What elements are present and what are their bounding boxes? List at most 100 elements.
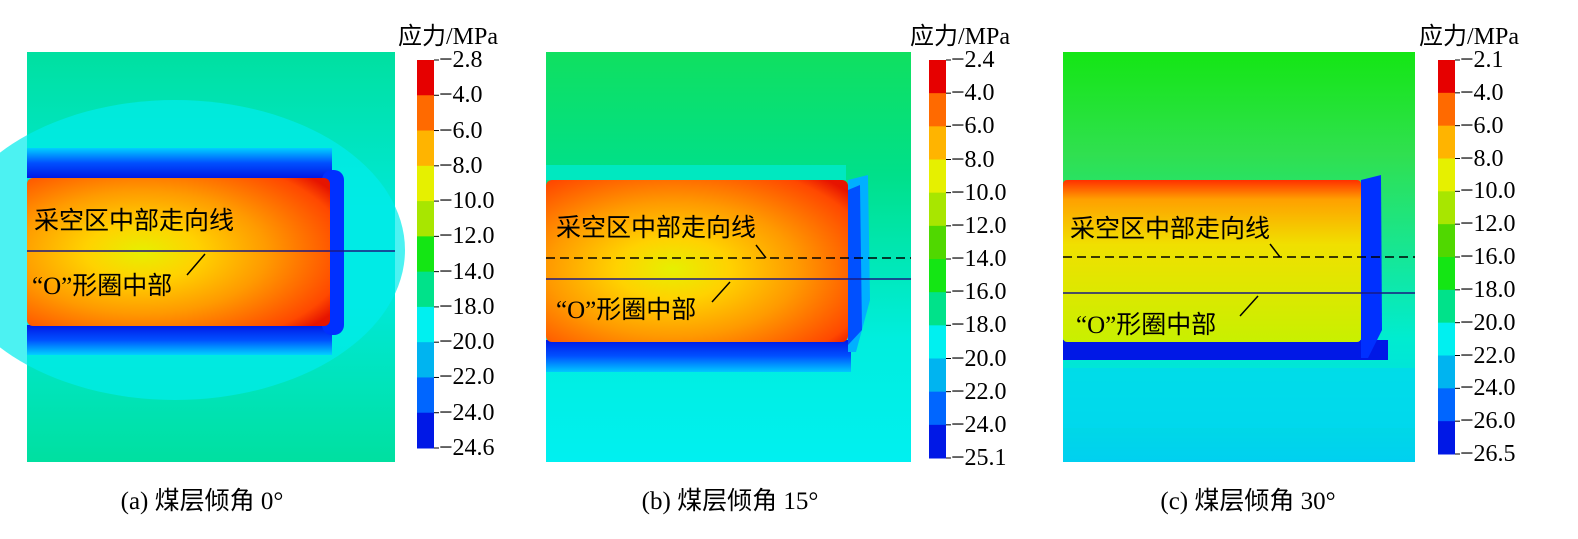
scale-swatch [1438, 92, 1455, 127]
scale-swatch [929, 126, 946, 160]
scale-tick-label: −12.0 [1460, 211, 1516, 238]
goaf-high-stress-zone [546, 180, 848, 342]
scale-tick-label: −6.0 [1460, 112, 1504, 139]
scale-tick-label: −8.0 [439, 152, 483, 179]
strike-line-label: 采空区中部走向线 [556, 215, 757, 242]
scale-swatch [929, 93, 946, 127]
scale-tick-label: −12.0 [951, 212, 1007, 239]
o-ring-label: “O”形圈中部 [1076, 312, 1217, 339]
scale-swatch [929, 292, 946, 326]
scale-tick-label: −20.0 [951, 345, 1007, 372]
scale-swatch [1438, 289, 1455, 324]
scale-tick-label: −4.0 [1460, 79, 1504, 106]
stress-unit-label: 应力/MPa [1419, 24, 1520, 50]
scale-swatch [417, 412, 434, 449]
scale-tick-label: −24.0 [951, 411, 1007, 438]
scale-swatch [929, 358, 946, 393]
scale-tick-label: −18.0 [951, 312, 1007, 339]
scale-swatch [929, 225, 946, 260]
scale-swatch [1438, 322, 1455, 356]
stress-contour-plot-a [0, 52, 439, 462]
scale-swatch [929, 192, 946, 227]
lower-low-stress-band [546, 340, 851, 372]
scale-tick-label: −6.0 [439, 117, 483, 144]
scale-tick-label: −20.0 [1460, 309, 1516, 336]
stress-contour-plot-c [1063, 52, 1460, 462]
scale-tick-label: −8.0 [951, 146, 995, 173]
scale-swatch [417, 377, 434, 414]
o-ring-leader-line [1239, 295, 1259, 317]
o-ring-label: “O”形圈中部 [32, 273, 173, 300]
strike-leader-line [755, 244, 767, 259]
scale-swatch [1438, 125, 1455, 159]
scale-swatch [417, 236, 434, 273]
scale-tick-label: −18.0 [439, 293, 495, 320]
panel-a: 应力/MPa 采空区中部走向线 “O”形圈中部 (a) 煤层倾角 0° −2.8… [0, 0, 526, 539]
scale-swatch [417, 201, 434, 237]
caption: (b) 煤层倾角 15° [641, 488, 819, 515]
scale-tick-label: −16.0 [1460, 244, 1516, 270]
scale-swatch [417, 60, 434, 96]
strike-leader-line [1269, 243, 1281, 258]
scale-swatch [417, 130, 434, 167]
scale-swatch [1438, 257, 1455, 291]
panel-c: 应力/MPa 采空区中部走向线 “O”形圈中部 (c) 煤层倾角 30° −2.… [1036, 0, 1562, 539]
scale-swatch [417, 95, 434, 132]
scale-tick-label: −24.6 [439, 435, 495, 461]
scale-tick-label: −16.0 [951, 279, 1007, 306]
scale-tick-label: −14.0 [951, 246, 1007, 272]
stress-unit-label: 应力/MPa [398, 24, 499, 50]
color-scale-bar [929, 59, 951, 459]
scale-tick-label: −18.0 [1460, 276, 1516, 303]
o-ring-leader-line [711, 281, 731, 303]
o-ring-label: “O”形圈中部 [556, 297, 697, 324]
scale-swatch [929, 391, 946, 426]
scale-tick-label: −4.0 [439, 82, 483, 109]
goaf-high-stress-zone [27, 178, 330, 326]
scale-tick-label: −22.0 [1460, 342, 1516, 369]
scale-swatch [929, 424, 946, 459]
caption: (c) 煤层倾角 30° [1160, 488, 1336, 515]
scale-swatch [1438, 355, 1455, 389]
strike-line-label: 采空区中部走向线 [1070, 216, 1271, 243]
scale-tick-label: −2.8 [439, 47, 483, 73]
scale-tick-label: −12.0 [439, 223, 495, 250]
scale-tick-label: −25.1 [951, 445, 1007, 471]
color-scale-bar [1438, 59, 1460, 455]
scale-swatch [929, 159, 946, 194]
panel-b: 应力/MPa 采空区中部走向线 “O”形圈中部 (b) 煤层倾角 15° −2.… [518, 0, 1044, 539]
scale-swatch [929, 325, 946, 359]
scale-swatch [1438, 421, 1455, 455]
scale-swatch [1438, 388, 1455, 422]
scale-tick-label: −8.0 [1460, 145, 1504, 172]
color-scale-bar [417, 59, 439, 449]
scale-tick-label: −20.0 [439, 329, 495, 356]
scale-tick-label: −2.1 [1460, 47, 1504, 73]
lower-low-stress-band [27, 325, 332, 355]
scale-swatch [1438, 60, 1455, 94]
scale-tick-label: −10.0 [439, 188, 495, 215]
scale-tick-label: −26.5 [1460, 441, 1516, 467]
scale-swatch [1438, 224, 1455, 258]
stress-unit-label: 应力/MPa [910, 24, 1011, 50]
scale-tick-label: −22.0 [439, 364, 495, 391]
scale-swatch [417, 271, 434, 308]
scale-swatch [1438, 158, 1455, 192]
scale-swatch [1438, 191, 1455, 225]
scale-tick-label: −10.0 [951, 179, 1007, 206]
scale-tick-label: −4.0 [951, 80, 995, 107]
caption: (a) 煤层倾角 0° [120, 488, 284, 515]
scale-swatch [417, 342, 434, 378]
scale-tick-label: −24.0 [439, 399, 495, 426]
scale-tick-label: −26.0 [1460, 408, 1516, 435]
scale-tick-label: −14.0 [439, 258, 495, 285]
scale-swatch [417, 306, 434, 343]
scale-tick-label: −24.0 [1460, 375, 1516, 402]
scale-swatch [929, 60, 946, 94]
scale-swatch [929, 259, 946, 293]
scale-tick-label: −2.4 [951, 47, 995, 73]
scale-tick-label: −22.0 [951, 378, 1007, 405]
goaf-high-stress-zone [1063, 180, 1361, 342]
scale-tick-label: −6.0 [951, 113, 995, 140]
scale-tick-label: −10.0 [1460, 178, 1516, 205]
